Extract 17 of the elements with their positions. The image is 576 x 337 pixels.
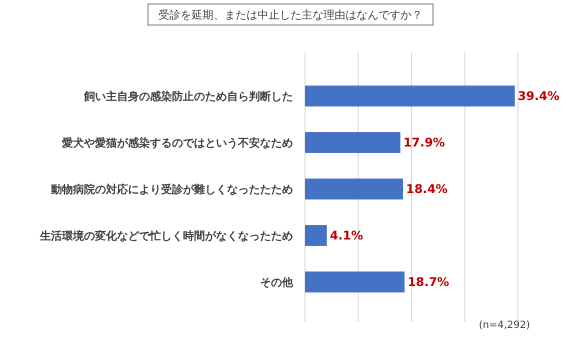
- data-label: 18.4%: [406, 182, 448, 196]
- y-tick-label: 飼い主自身の感染防止のため自ら判断した: [83, 90, 293, 103]
- data-label: 4.1%: [330, 228, 364, 243]
- y-tick-label: 動物病院の対応により受診が難しくなったたため: [50, 182, 293, 196]
- y-tick-label: 生活環境の変化などで忙しく時間がなくなったため: [39, 229, 293, 242]
- y-tick-label: 愛犬や愛猫が感染するのではという不安なため: [62, 136, 293, 150]
- data-label: 17.9%: [403, 136, 445, 150]
- text: (n=4,292): [478, 320, 530, 331]
- bar: [305, 272, 405, 292]
- data-label: 39.4%: [518, 89, 560, 104]
- bar: [305, 178, 403, 200]
- chart-title: 受診を延期、または中止した主な理由はなんですか？: [158, 8, 422, 22]
- bar: [305, 132, 400, 153]
- bar: [305, 225, 327, 246]
- y-tick-label: その他: [260, 276, 294, 289]
- data-label: 18.7%: [408, 275, 450, 290]
- bar: [305, 86, 515, 106]
